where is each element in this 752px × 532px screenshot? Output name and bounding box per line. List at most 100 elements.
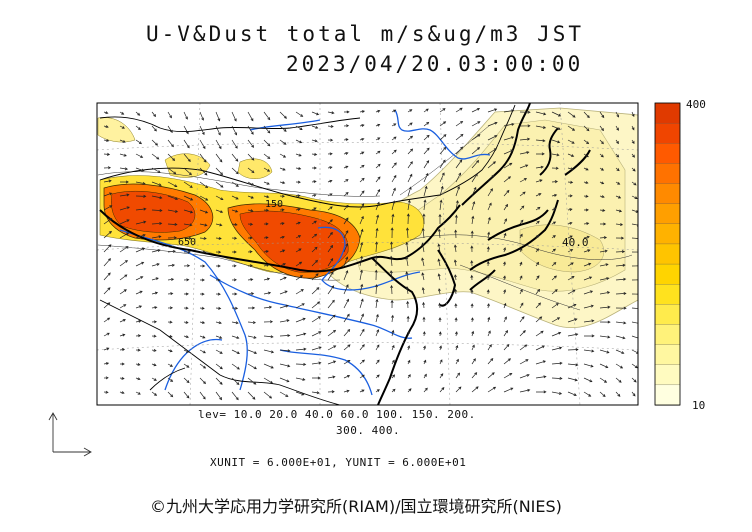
colorbar-step xyxy=(654,364,681,386)
wind-arrow xyxy=(615,335,626,340)
wind-arrow xyxy=(503,247,507,253)
wind-arrow xyxy=(455,200,459,211)
wind-arrow xyxy=(486,260,490,267)
wind-arrow xyxy=(551,275,557,281)
wind-arrow xyxy=(438,331,442,337)
wind-arrow xyxy=(199,349,206,354)
wind-arrow xyxy=(343,298,349,309)
wind-arrow xyxy=(359,389,365,393)
colorbar-step xyxy=(654,143,681,165)
wind-arrow xyxy=(439,359,443,365)
wind-arrow xyxy=(631,111,635,118)
wind-arrow xyxy=(103,125,109,129)
wind-arrow xyxy=(167,195,179,201)
wind-arrow xyxy=(151,111,157,118)
wind-arrow xyxy=(391,344,395,351)
colorbar-step xyxy=(654,243,681,265)
wind-arrow xyxy=(135,153,144,158)
wind-arrow xyxy=(487,330,491,337)
colorbar-step xyxy=(654,223,681,245)
wind-arrow xyxy=(438,302,442,309)
wind-arrow xyxy=(535,288,541,295)
wind-arrow xyxy=(247,391,256,400)
colorbar-min-label: 10 xyxy=(692,399,706,412)
wind-arrow xyxy=(167,167,177,175)
wind-arrow xyxy=(247,321,257,325)
contour-label-650: 650 xyxy=(178,237,196,248)
wind-arrow xyxy=(183,377,190,384)
wind-arrow xyxy=(295,303,305,309)
wind-arrow xyxy=(279,334,291,337)
wind-arrow xyxy=(631,167,636,172)
wind-arrow xyxy=(391,200,396,211)
wind-arrow xyxy=(247,195,254,199)
wind-arrow xyxy=(391,314,395,323)
colorbar-step xyxy=(654,284,681,305)
wind-arrow xyxy=(583,334,595,338)
wind-arrow xyxy=(583,249,591,253)
wind-arrow xyxy=(311,125,319,129)
wind-arrow xyxy=(103,258,111,267)
wind-arrow xyxy=(631,293,638,295)
wind-arrow xyxy=(439,159,446,169)
wind-arrow xyxy=(135,305,143,309)
wind-arrow xyxy=(343,270,349,281)
wind-arrow xyxy=(263,391,273,399)
wind-arrow xyxy=(439,373,444,379)
wind-arrow xyxy=(471,386,479,393)
wind-arrow xyxy=(423,121,430,127)
wind-arrow xyxy=(279,349,291,353)
wind-arrow xyxy=(486,275,490,281)
wind-arrow xyxy=(551,262,557,267)
wind-arrow xyxy=(167,209,179,213)
wind-arrow xyxy=(215,181,224,188)
wind-arrow xyxy=(375,201,380,211)
wind-arrow xyxy=(295,248,302,253)
wind-arrow xyxy=(231,236,238,240)
borders xyxy=(99,104,516,405)
wind-arrow xyxy=(615,236,625,240)
wind-arrow xyxy=(439,146,447,155)
wind-arrow xyxy=(311,361,322,365)
wind-arrow xyxy=(390,299,394,309)
wind-arrow xyxy=(151,235,162,239)
wind-arrow xyxy=(631,391,636,397)
wind-arrow xyxy=(199,125,205,136)
wind-arrow xyxy=(551,289,558,295)
wind-arrow xyxy=(583,167,589,171)
wind-arrow xyxy=(327,345,337,351)
wind-arrow xyxy=(615,181,621,185)
wind-arrow xyxy=(231,391,239,401)
wind-arrow xyxy=(103,390,109,394)
wind-arrow xyxy=(199,335,206,339)
wind-arrow xyxy=(407,109,413,113)
wind-arrow xyxy=(503,316,507,323)
wind-arrow xyxy=(519,219,524,225)
wind-arrow xyxy=(407,135,414,141)
wind-arrow xyxy=(343,243,349,253)
wind-arrow xyxy=(183,111,188,120)
wind-arrow xyxy=(199,195,209,201)
wind-arrow xyxy=(263,363,274,369)
wind-arrow xyxy=(503,176,511,183)
wind-arrow xyxy=(135,181,146,185)
wind-arrow xyxy=(295,317,306,323)
wind-arrow xyxy=(615,363,624,369)
wind-arrow xyxy=(247,264,253,268)
wind-arrow xyxy=(600,222,607,226)
wind-arrow xyxy=(327,329,337,337)
wind-arrow xyxy=(535,220,540,225)
wind-arrow xyxy=(343,152,349,155)
wind-arrow xyxy=(486,303,490,309)
wind-arrow xyxy=(343,375,351,379)
wind-arrow xyxy=(119,376,125,380)
wind-arrow xyxy=(599,391,606,397)
wind-arrow xyxy=(199,139,206,150)
colorbar-step xyxy=(654,304,681,326)
wind-arrow xyxy=(359,255,363,267)
wind-arrow xyxy=(551,317,561,323)
wind-arrow xyxy=(439,185,444,197)
wind-arrow xyxy=(405,256,409,267)
wind-arrow xyxy=(295,362,307,366)
wind-arrow xyxy=(407,388,412,393)
